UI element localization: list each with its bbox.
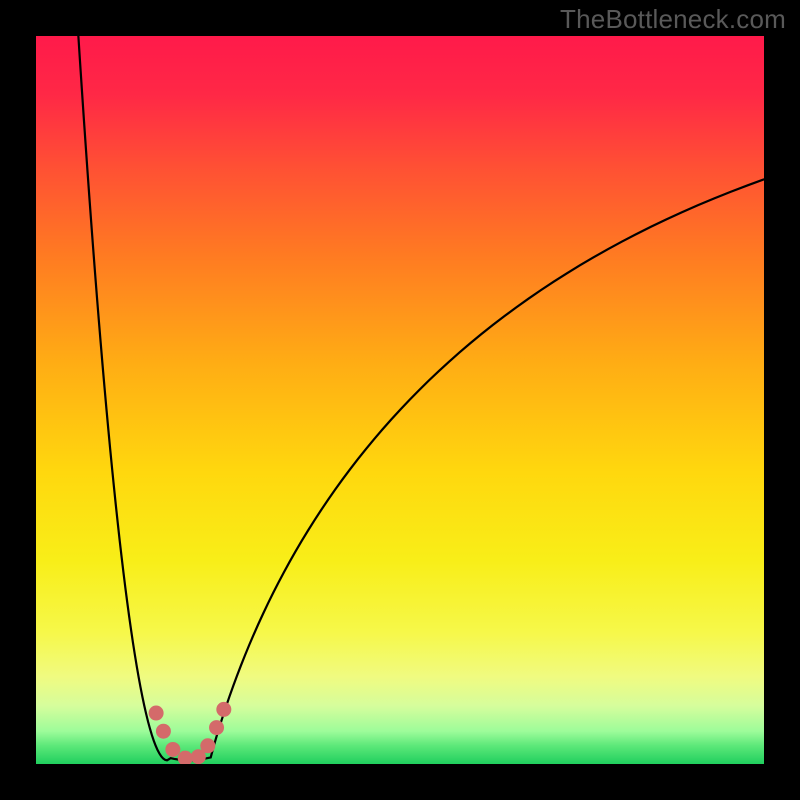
marker-point: [216, 702, 231, 717]
frame-border-right: [764, 0, 800, 800]
frame-border-left: [0, 0, 36, 800]
marker-point: [209, 720, 224, 735]
chart-background: [36, 36, 764, 764]
marker-point: [200, 738, 215, 753]
watermark-text: TheBottleneck.com: [560, 4, 786, 35]
marker-point: [165, 742, 180, 757]
marker-point: [156, 724, 171, 739]
frame-border-bottom: [0, 764, 800, 800]
plot-area: [36, 36, 764, 764]
chart-frame: TheBottleneck.com: [0, 0, 800, 800]
marker-point: [149, 706, 164, 721]
